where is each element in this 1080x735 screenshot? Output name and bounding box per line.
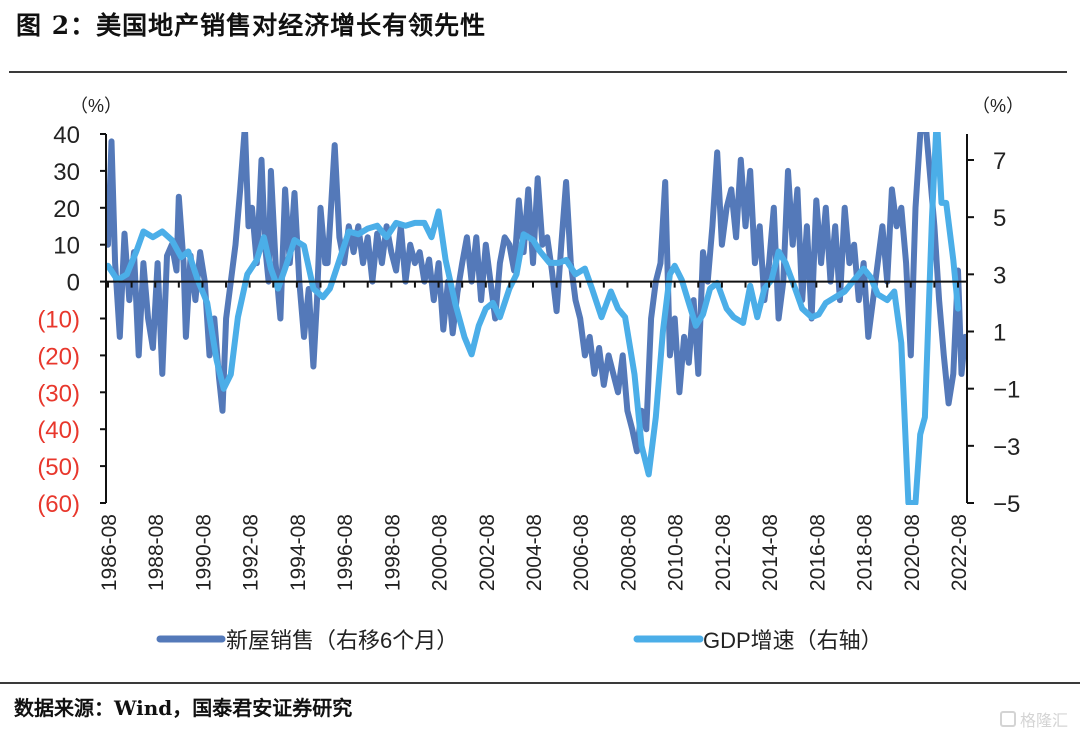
legend-label-gdp: GDP增速（右轴） bbox=[703, 628, 883, 653]
x-tick-label: 1988-08 bbox=[145, 514, 168, 591]
left-tick-label: (60) bbox=[37, 491, 80, 518]
right-axis-unit: （%） bbox=[972, 96, 1024, 116]
figure-title-text: 图 2：美国地产销售对经济增长有领先性 bbox=[16, 11, 487, 40]
right-tick-label: 1 bbox=[993, 320, 1006, 347]
chart: 40 30 20 10 0 (10) (20) (30) (40) (50) (60) （%） 7 5 3 1… bbox=[37, 96, 1024, 653]
left-tick-label: (30) bbox=[37, 380, 80, 407]
x-tick-label: 1998-08 bbox=[381, 514, 404, 591]
x-tick-label: 2016-08 bbox=[806, 514, 829, 591]
x-tick-label: 2020-08 bbox=[901, 514, 924, 591]
x-tick-label: 1990-08 bbox=[192, 514, 215, 591]
x-tick-label: 2004-08 bbox=[523, 514, 546, 591]
right-tick-label: −1 bbox=[993, 377, 1020, 404]
x-tick-label: 2012-08 bbox=[712, 514, 735, 591]
left-tick-label: 0 bbox=[67, 270, 80, 297]
left-tick-label: (50) bbox=[37, 454, 80, 481]
x-tick-label: 1994-08 bbox=[287, 514, 310, 591]
x-tick-label: 2010-08 bbox=[665, 514, 688, 591]
watermark-text: 格隆汇 bbox=[1019, 711, 1068, 730]
series-layer bbox=[106, 132, 967, 505]
watermark: 格隆汇 bbox=[999, 707, 1068, 731]
x-tick-label: 1996-08 bbox=[334, 514, 357, 591]
x-tick-label: 2008-08 bbox=[617, 514, 640, 591]
left-tick-label: 10 bbox=[53, 233, 80, 260]
legend: 新屋销售（右移6个月） GDP增速（右轴） bbox=[156, 628, 883, 653]
ticks-layer: 40 30 20 10 0 (10) (20) (30) (40) (50) (60) （%） 7 5 3 1… bbox=[37, 96, 1024, 591]
left-tick-label: (20) bbox=[37, 343, 80, 370]
top-rule bbox=[9, 71, 1067, 73]
bottom-rule bbox=[0, 682, 1080, 684]
watermark-logo-icon bbox=[999, 711, 1016, 727]
x-tick-label: 1986-08 bbox=[98, 514, 121, 591]
series-line-gdp-growth bbox=[106, 132, 961, 505]
series-line-new-home-sales bbox=[106, 132, 967, 455]
x-tick-label: 2000-08 bbox=[429, 514, 452, 591]
right-tick-label: 7 bbox=[993, 148, 1006, 175]
left-tick-label: (10) bbox=[37, 307, 80, 334]
x-tick-label: 2002-08 bbox=[476, 514, 499, 591]
x-tick-label: 2014-08 bbox=[759, 514, 782, 591]
left-tick-label: 40 bbox=[53, 122, 80, 149]
x-tick-label: 1992-08 bbox=[240, 514, 263, 591]
right-tick-label: 5 bbox=[993, 205, 1006, 232]
left-tick-label: 20 bbox=[53, 196, 80, 223]
source-note: 数据来源：Wind，国泰君安证券研究 bbox=[14, 696, 353, 720]
right-tick-label: −5 bbox=[993, 491, 1020, 518]
left-axis-unit: （%） bbox=[70, 96, 122, 116]
x-tick-label: 2006-08 bbox=[570, 514, 593, 591]
x-tick-label: 2022-08 bbox=[948, 514, 971, 591]
left-tick-label: 30 bbox=[53, 159, 80, 186]
legend-label-sales: 新屋销售（右移6个月） bbox=[226, 628, 458, 653]
right-tick-label: 3 bbox=[993, 262, 1006, 289]
right-tick-label: −3 bbox=[993, 434, 1020, 461]
x-tick-label: 2018-08 bbox=[854, 514, 877, 591]
figure-title: 图 2：美国地产销售对经济增长有领先性 bbox=[16, 6, 486, 42]
left-tick-label: (40) bbox=[37, 417, 80, 444]
